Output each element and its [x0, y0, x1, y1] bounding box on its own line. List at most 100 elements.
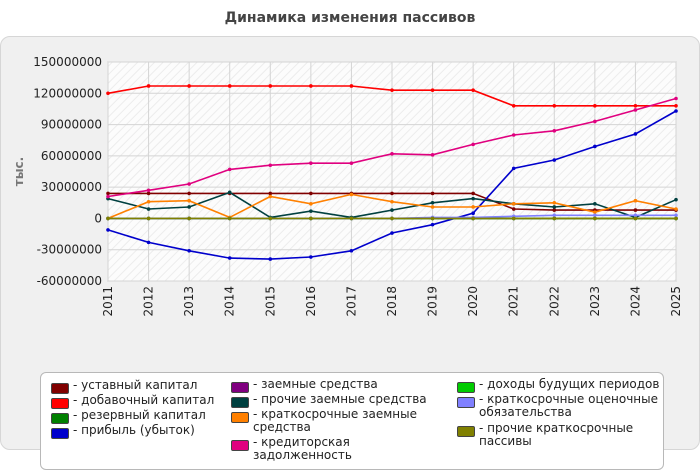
legend-label: - добавочный капитал	[73, 393, 215, 407]
y-axis-label: тыс.	[12, 157, 26, 186]
data-point	[674, 197, 678, 202]
data-point	[633, 132, 638, 136]
data-point	[187, 191, 191, 196]
data-point	[593, 104, 597, 108]
legend-item: - прочие краткосрочные пассивы	[457, 422, 669, 448]
legend-item: - кредиторская задолженность	[231, 436, 448, 462]
data-point	[146, 199, 151, 204]
x-tick-label: 2022	[547, 286, 561, 317]
data-point	[146, 240, 151, 245]
data-point	[674, 96, 678, 101]
data-point	[511, 133, 516, 137]
data-point	[390, 216, 394, 221]
data-point	[390, 199, 394, 204]
data-point	[471, 88, 475, 92]
legend-item: - краткосрочные оценочные обязательства	[457, 393, 669, 419]
data-point	[674, 109, 678, 113]
x-tick-label: 2023	[588, 286, 602, 317]
legend-label: - краткосрочные заемные средства	[253, 407, 417, 434]
legend-label: - краткосрочные оценочные обязательства	[479, 392, 658, 419]
data-point	[227, 190, 232, 195]
data-point	[552, 208, 557, 212]
chart-legend: - уставный капитал - добавочный капитал - …	[40, 372, 664, 470]
data-point	[430, 216, 435, 221]
x-tick-label: 2014	[223, 286, 237, 317]
legend-item: - доходы будущих периодов	[457, 378, 669, 393]
legend-swatch	[231, 440, 249, 451]
x-tick-label: 2013	[182, 286, 196, 317]
data-point	[146, 84, 151, 88]
y-tick-label: 150000000	[33, 55, 102, 69]
data-point	[309, 202, 313, 206]
data-point	[309, 255, 313, 259]
data-point	[187, 84, 191, 88]
x-tick-label: 2012	[142, 286, 156, 317]
data-point	[633, 104, 638, 108]
data-point	[268, 216, 273, 221]
data-point	[552, 213, 557, 218]
legend-item: - прочие заемные средства	[231, 393, 448, 408]
data-point	[268, 84, 273, 88]
x-tick-label: 2021	[507, 286, 521, 317]
data-point	[471, 142, 475, 147]
data-point	[593, 216, 597, 221]
data-point	[552, 205, 557, 209]
legend-label: - прибыль (убыток)	[73, 423, 195, 437]
data-point	[593, 202, 597, 206]
data-point	[106, 91, 110, 96]
data-point	[471, 216, 475, 221]
line-chart: 150000000 120000000 90000000 60000000 300000…	[12, 55, 683, 317]
data-point	[552, 129, 557, 133]
legend-label: - заемные средства	[253, 377, 378, 391]
data-point	[511, 207, 516, 211]
data-point	[106, 191, 110, 196]
data-point	[471, 196, 475, 201]
y-tick-label: 30000000	[41, 180, 102, 194]
legend-swatch	[51, 398, 69, 409]
y-tick-label: 60000000	[41, 149, 102, 163]
x-tick-label: 2019	[426, 286, 440, 317]
x-tick-label: 2015	[263, 286, 277, 317]
data-point	[552, 216, 557, 221]
data-point	[268, 257, 273, 261]
data-point	[593, 119, 597, 124]
data-point	[187, 216, 191, 221]
data-point	[552, 158, 557, 162]
x-tick-label: 2016	[304, 286, 318, 317]
data-point	[309, 216, 313, 221]
x-tick-label: 2018	[385, 286, 399, 317]
y-tick-label: -60000000	[37, 274, 102, 288]
data-point	[552, 104, 557, 108]
data-point	[268, 191, 273, 196]
legend-label: - кредиторская задолженность	[253, 435, 352, 462]
data-point	[633, 216, 638, 221]
data-point	[187, 248, 191, 253]
legend-swatch	[457, 397, 475, 408]
data-point	[471, 211, 475, 216]
legend-label: - прочие краткосрочные пассивы	[479, 421, 634, 448]
legend-item: - заемные средства	[231, 378, 448, 393]
data-point	[349, 248, 354, 253]
legend-item: - краткосрочные заемные средства	[231, 408, 448, 434]
data-point	[552, 200, 557, 205]
data-point	[633, 213, 638, 218]
data-point	[511, 104, 516, 108]
data-point	[390, 231, 394, 235]
data-point	[349, 192, 354, 197]
legend-item: - резервный капитал	[51, 409, 263, 424]
legend-label: - уставный капитал	[73, 378, 198, 392]
legend-swatch	[231, 412, 249, 423]
data-point	[106, 228, 110, 232]
data-point	[227, 167, 232, 172]
data-point	[471, 205, 475, 209]
data-point	[430, 205, 435, 209]
data-point	[106, 194, 110, 199]
data-point	[511, 166, 516, 171]
data-point	[511, 202, 516, 206]
data-point	[633, 198, 638, 203]
y-tick-label: -30000000	[37, 243, 102, 257]
data-point	[349, 216, 354, 221]
y-tick-label: 120000000	[33, 86, 102, 100]
data-point	[471, 191, 475, 196]
legend-swatch	[231, 397, 249, 408]
